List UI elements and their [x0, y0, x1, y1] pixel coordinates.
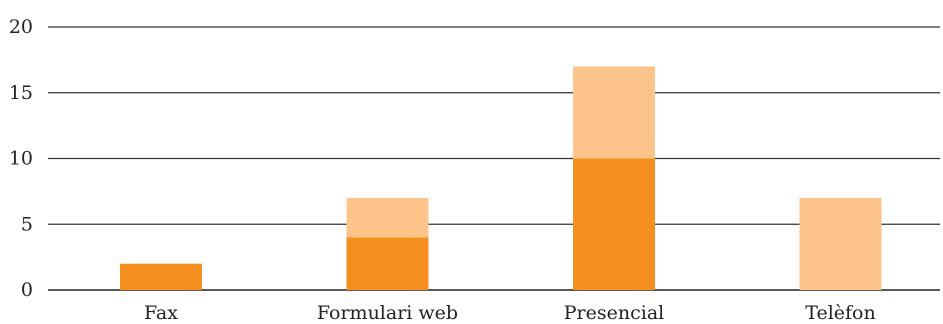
y-tick-label: 5 [21, 213, 33, 235]
y-tick-label: 0 [21, 279, 33, 301]
bar-presencial-series-2 [573, 66, 655, 159]
bar-formulari-web-series-2 [346, 197, 429, 238]
y-gridlines [48, 26, 940, 291]
category-label: Fax [144, 302, 178, 324]
category-label: Formulari web [317, 302, 458, 324]
bar-presencial-series-1 [573, 158, 655, 290]
bar-fax-series-1 [120, 263, 202, 290]
y-tick-label: 15 [9, 82, 33, 104]
category-label: Presencial [564, 302, 664, 324]
bar-telèfon-series-2 [799, 197, 882, 290]
y-tick-label: 20 [9, 16, 33, 38]
bars [120, 66, 882, 290]
bar-formulari-web-series-1 [346, 237, 429, 290]
category-labels: Fax Formulari web Presencial Telèfon [144, 302, 876, 324]
y-tick-label: 10 [9, 148, 33, 170]
category-label: Telèfon [805, 302, 875, 324]
y-tick-labels: 0 5 10 15 20 [9, 16, 33, 301]
